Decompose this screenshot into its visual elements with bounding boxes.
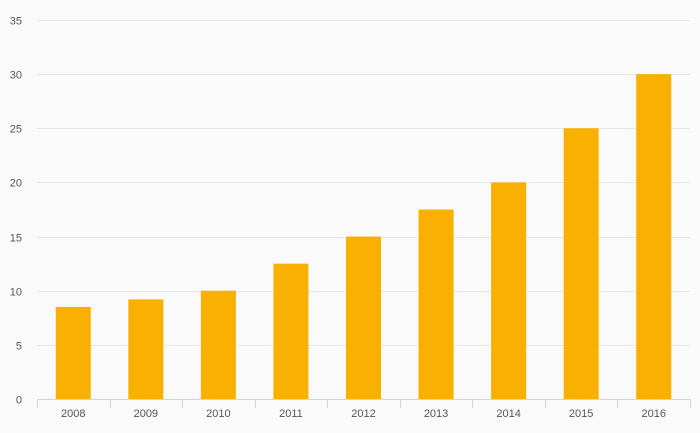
y-tick-label: 30 (10, 70, 22, 82)
bar-2012[interactable] (346, 236, 381, 399)
y-tick-label: 0 (16, 395, 22, 407)
y-tick-label: 35 (10, 16, 22, 28)
x-axis (37, 399, 691, 408)
bar-2013[interactable] (418, 209, 454, 400)
bar-2016[interactable] (636, 74, 672, 400)
x-axis-tick-labels: 2008 2009 2010 2011 2012 2013 2014 2015 2016 (61, 408, 666, 420)
x-tick-label: 2015 (569, 408, 593, 420)
x-tick-label: 2008 (61, 408, 85, 420)
x-tick-label: 2013 (424, 408, 448, 420)
x-tick-label: 2009 (134, 408, 158, 420)
x-tick-label: 2012 (351, 408, 375, 420)
y-tick-label: 5 (16, 341, 22, 353)
y-axis-tick-labels: 0 5 10 15 20 25 30 35 (10, 16, 22, 407)
bar-2008[interactable] (55, 306, 91, 399)
y-tick-label: 25 (10, 124, 22, 136)
bar-2015[interactable] (563, 128, 599, 400)
x-tick-label: 2016 (641, 408, 665, 420)
bar-2010[interactable] (200, 290, 236, 399)
x-tick-label: 2014 (496, 408, 520, 420)
bars (55, 74, 672, 400)
x-tick-label: 2010 (206, 408, 230, 420)
x-tick-label: 2011 (279, 408, 303, 420)
bar-2011[interactable] (273, 263, 309, 399)
y-tick-label: 15 (10, 233, 22, 245)
y-tick-label: 20 (10, 178, 22, 190)
y-tick-label: 10 (10, 287, 22, 299)
bar-2009[interactable] (128, 299, 164, 399)
bar-2014[interactable] (491, 182, 527, 399)
